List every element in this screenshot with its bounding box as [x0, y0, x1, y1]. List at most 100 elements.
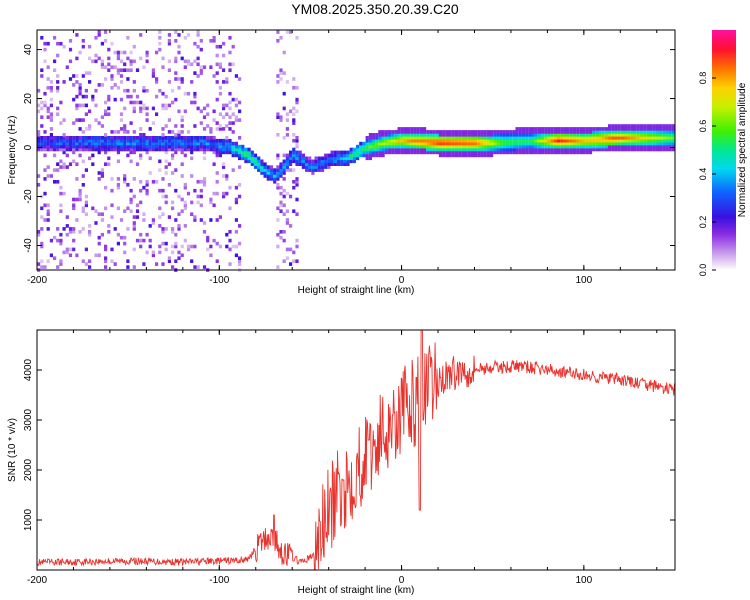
- spectrogram-cell: [222, 103, 226, 108]
- spectrogram-cell: [199, 203, 203, 208]
- spectrogram-cell: [387, 138, 392, 143]
- spectrogram-cell: [394, 150, 398, 155]
- spectrogram-cell: [295, 97, 299, 102]
- spectrogram-cell: [553, 130, 557, 134]
- spectrogram-cell: [228, 150, 232, 155]
- spectrogram-cell: [75, 74, 79, 78]
- spectrogram-cell: [158, 147, 162, 152]
- spectrogram-cell: [394, 136, 398, 140]
- spectrogram-cell: [416, 130, 420, 134]
- spectrogram-cell: [343, 159, 347, 164]
- spectrogram-cell: [301, 153, 305, 158]
- spectrogram-cell: [145, 147, 149, 152]
- spectrogram-cell: [486, 147, 490, 152]
- spectrogram-cell: [88, 136, 92, 140]
- spectrogram-cell: [123, 138, 127, 143]
- spectrogram-cell: [234, 118, 238, 122]
- spectrogram-cell: [46, 147, 50, 152]
- spectrogram-cell: [633, 144, 637, 149]
- spectrogram-cell: [620, 124, 624, 128]
- spectrogram-cell: [158, 136, 162, 140]
- spectrogram-cell: [113, 144, 117, 149]
- spectrogram-cell: [671, 127, 675, 131]
- spectrogram-cell: [65, 136, 69, 140]
- spectrogram-cell: [384, 141, 388, 146]
- spectrogram-cell: [387, 136, 392, 140]
- spectrogram-cell: [371, 153, 376, 158]
- spectrogram-cell: [49, 238, 53, 243]
- spectrogram-cell: [282, 136, 286, 140]
- spectrogram-cell: [659, 136, 663, 140]
- spectrogram-cell: [505, 130, 510, 134]
- spectrogram-cell: [231, 168, 235, 172]
- spectrogram-cell: [75, 253, 79, 258]
- spectrogram-cell: [486, 130, 490, 134]
- spectrogram-cell: [78, 103, 82, 108]
- spectrogram-cell: [295, 183, 299, 187]
- spectrogram-cell: [368, 147, 372, 152]
- spectrogram-cell: [222, 174, 226, 178]
- spectrogram-cell: [72, 147, 76, 152]
- spectrogram-cell: [68, 59, 73, 64]
- spectrogram-cell: [601, 133, 605, 137]
- spectrogram-cell: [186, 138, 191, 143]
- spectrogram-cell: [123, 130, 127, 134]
- spectrogram-cell: [81, 74, 85, 78]
- spectrogram-cell: [633, 141, 637, 146]
- spectrogram-cell: [263, 162, 267, 166]
- spectrogram-cell: [151, 74, 155, 78]
- spectrogram-cell: [588, 150, 593, 155]
- spectrogram-cell: [518, 147, 522, 152]
- spectrogram-cell: [576, 136, 580, 140]
- spectrogram-cell: [566, 144, 570, 149]
- spectrogram-cell: [384, 136, 388, 140]
- spectrogram-cell: [40, 136, 44, 140]
- spectrogram-cell: [84, 168, 88, 172]
- spectrogram-cell: [123, 88, 127, 93]
- spectrogram-cell: [295, 36, 299, 40]
- spectrogram-cell: [378, 147, 382, 152]
- spectrogram-cell: [139, 56, 143, 61]
- spectrogram-cell: [541, 138, 545, 143]
- spectrogram-cell: [448, 138, 452, 143]
- spectrogram-cell: [43, 41, 47, 46]
- spectrogram-cell: [123, 180, 127, 184]
- spectrogram-cell: [158, 138, 162, 143]
- spectrogram-cell: [611, 147, 615, 152]
- spectrogram-cell: [276, 30, 280, 34]
- spectrogram-cell: [183, 200, 187, 205]
- spectrogram-cell: [193, 94, 197, 99]
- spectrogram-cell: [285, 153, 289, 158]
- spectrogram-cell: [266, 165, 270, 169]
- spectrogram-cell: [643, 124, 647, 128]
- spectrogram-cell: [400, 150, 404, 155]
- spectrogram-cell: [123, 136, 127, 140]
- spectrogram-cell: [75, 138, 79, 143]
- spectrogram-cell: [62, 165, 66, 169]
- spectrogram-cell: [362, 141, 366, 146]
- spectrogram-cell: [164, 200, 168, 205]
- spectrogram-cell: [37, 141, 41, 146]
- spectrogram-cell: [110, 138, 114, 143]
- spectrogram-cell: [209, 200, 213, 205]
- spectrogram-cell: [598, 141, 602, 146]
- spectrogram-cell: [164, 165, 168, 169]
- spectrogram-cell: [202, 115, 207, 119]
- spectrogram-cell: [490, 136, 494, 140]
- spectrogram-cell: [167, 33, 171, 37]
- spectrogram-cell: [646, 136, 650, 140]
- spectrogram-cell: [397, 144, 401, 149]
- spectrogram-cell: [579, 130, 583, 134]
- spectrogram-cell: [617, 124, 621, 128]
- spectrogram-cell: [40, 259, 44, 263]
- spectrogram-cell: [451, 133, 455, 137]
- spectrogram-cell: [340, 156, 344, 161]
- spectrogram-cell: [317, 156, 321, 161]
- spectrogram-cell: [438, 144, 443, 149]
- spectrogram-cell: [324, 153, 328, 158]
- spectrogram-x-ticks: -200 -100 0 100: [27, 30, 658, 286]
- spectrogram-cell: [451, 147, 455, 152]
- colorbar: 0.00.20.40.60.8 Normalized spectral ampl…: [698, 30, 748, 276]
- spectrogram-cell: [624, 133, 628, 137]
- spectrogram-cell: [241, 144, 245, 149]
